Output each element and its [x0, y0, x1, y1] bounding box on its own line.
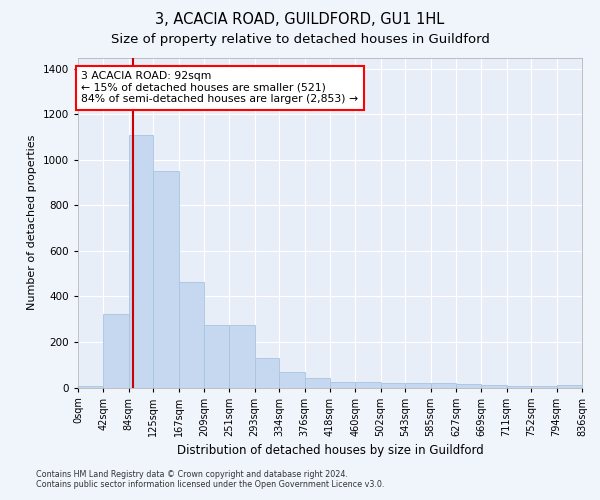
Bar: [380, 383, 406, 388]
Text: 3, ACACIA ROAD, GUILDFORD, GU1 1HL: 3, ACACIA ROAD, GUILDFORD, GU1 1HL: [155, 12, 445, 28]
Bar: [204, 325, 229, 388]
Bar: [431, 383, 456, 388]
Bar: [78, 386, 103, 388]
Bar: [128, 135, 154, 388]
Bar: [506, 386, 532, 388]
Text: Size of property relative to detached houses in Guildford: Size of property relative to detached ho…: [110, 34, 490, 46]
Bar: [154, 172, 179, 388]
Bar: [254, 358, 280, 388]
Bar: [456, 384, 481, 388]
Text: Contains HM Land Registry data © Crown copyright and database right 2024.
Contai: Contains HM Land Registry data © Crown c…: [36, 470, 385, 489]
Bar: [330, 382, 355, 388]
Bar: [103, 314, 128, 388]
Bar: [532, 386, 557, 388]
Bar: [305, 378, 330, 388]
Bar: [229, 325, 254, 388]
Bar: [557, 385, 582, 388]
Bar: [481, 385, 506, 388]
Bar: [406, 383, 431, 388]
Text: 3 ACACIA ROAD: 92sqm
← 15% of detached houses are smaller (521)
84% of semi-deta: 3 ACACIA ROAD: 92sqm ← 15% of detached h…: [81, 71, 358, 104]
Bar: [280, 372, 305, 388]
X-axis label: Distribution of detached houses by size in Guildford: Distribution of detached houses by size …: [176, 444, 484, 458]
Bar: [355, 382, 380, 388]
Bar: [179, 282, 204, 388]
Y-axis label: Number of detached properties: Number of detached properties: [27, 135, 37, 310]
